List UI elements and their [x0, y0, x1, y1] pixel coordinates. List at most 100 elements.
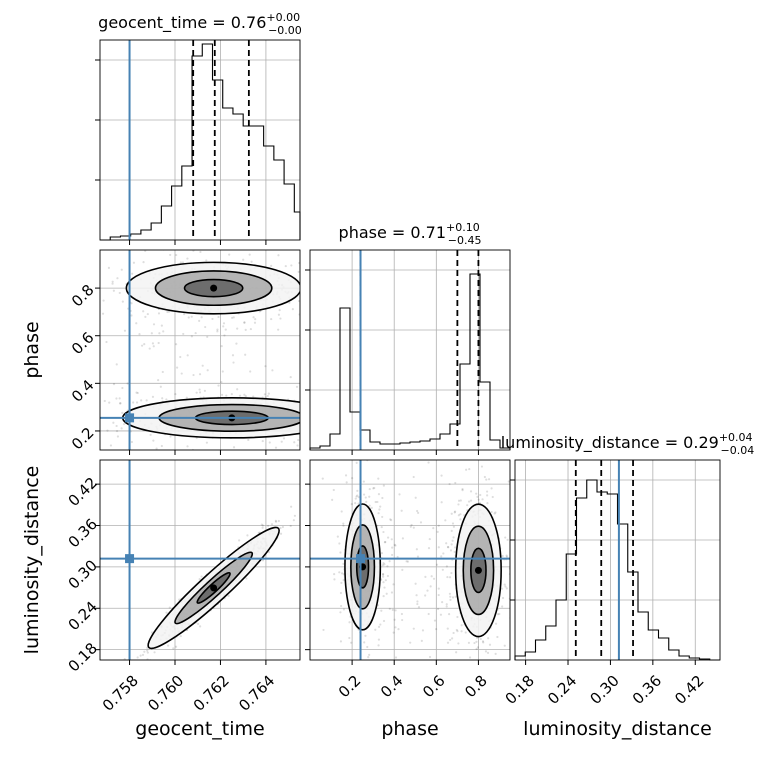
sample-point — [316, 400, 318, 402]
sample-point — [450, 543, 453, 546]
sample-point — [290, 264, 293, 267]
sample-point — [429, 585, 432, 588]
sample-point — [115, 429, 119, 433]
sample-point — [122, 422, 126, 426]
contour-peak — [474, 566, 482, 574]
sample-point — [97, 356, 99, 358]
sample-point — [376, 500, 379, 504]
sample-point — [393, 543, 396, 546]
sample-point — [318, 422, 320, 424]
sample-point — [296, 444, 299, 447]
sample-point — [140, 344, 144, 347]
sample-point — [220, 345, 223, 348]
sample-point — [121, 411, 124, 414]
sample-point — [501, 605, 504, 608]
sample-point — [246, 534, 249, 537]
sample-point — [333, 573, 336, 576]
sample-point — [232, 446, 236, 449]
sample-point — [390, 538, 393, 541]
sample-point — [386, 565, 389, 568]
x-tick-label: 0.24 — [544, 672, 580, 708]
y-tick-label: 0.2 — [68, 424, 98, 454]
sample-point — [271, 369, 274, 372]
sample-point — [135, 663, 137, 665]
sample-point — [158, 332, 161, 335]
sample-point — [69, 384, 71, 386]
x-tick-label: 0.758 — [99, 672, 142, 715]
sample-point — [249, 327, 252, 331]
sample-point — [445, 605, 448, 608]
sample-point — [150, 332, 153, 335]
sample-point — [203, 452, 205, 454]
sample-point — [190, 315, 193, 318]
contour-phase-vs-luminosity-distance-mode-1-contours — [344, 503, 382, 631]
sample-point — [115, 363, 118, 366]
sample-point — [505, 555, 509, 558]
sample-point — [394, 544, 397, 547]
contour-line — [183, 278, 244, 298]
sample-point — [447, 612, 451, 616]
sample-point — [145, 399, 148, 402]
sample-point — [343, 331, 345, 333]
sample-point — [260, 523, 263, 526]
sample-point — [454, 595, 457, 598]
x-tick-label: 0.4 — [377, 672, 407, 702]
sample-point — [277, 313, 281, 316]
sample-point — [377, 477, 380, 480]
sample-point — [340, 581, 343, 584]
sample-point — [449, 598, 452, 602]
sample-point — [192, 373, 195, 377]
sample-point — [504, 585, 507, 588]
sample-point — [517, 571, 519, 573]
sample-point — [388, 560, 391, 563]
sample-point — [201, 364, 204, 367]
sample-point — [261, 524, 265, 527]
sample-point — [118, 402, 122, 405]
sample-point — [368, 495, 371, 498]
sample-point — [78, 418, 80, 420]
contour-peak — [210, 584, 218, 592]
sample-point — [412, 526, 415, 529]
sample-point — [452, 525, 456, 528]
sample-point — [440, 501, 443, 504]
sample-point — [245, 577, 248, 580]
sample-point — [503, 644, 506, 647]
sample-point — [460, 624, 463, 627]
sample-point — [505, 554, 508, 557]
sample-point — [206, 335, 209, 339]
sample-point — [336, 535, 339, 538]
sample-point — [238, 394, 242, 397]
sample-point — [390, 519, 393, 522]
sample-point — [247, 246, 249, 248]
sample-point — [342, 524, 345, 527]
sample-point — [381, 564, 384, 567]
sample-point — [340, 572, 344, 575]
sample-point — [382, 595, 385, 598]
sample-point — [494, 511, 497, 514]
sample-point — [457, 499, 461, 502]
sample-point — [507, 480, 510, 483]
sample-point — [456, 630, 459, 633]
sample-point — [270, 264, 273, 267]
sample-point — [461, 702, 463, 704]
y-tick-label: 0.18 — [65, 639, 101, 675]
sample-point — [382, 484, 385, 487]
sample-point — [136, 656, 139, 659]
sample-point — [390, 553, 394, 557]
sample-point — [227, 594, 230, 597]
sample-point — [266, 394, 269, 398]
sample-point — [475, 640, 478, 643]
sample-point — [116, 277, 119, 280]
sample-point — [336, 396, 338, 398]
sample-point — [198, 578, 201, 581]
sample-point — [500, 587, 504, 590]
sample-point — [433, 619, 437, 622]
sample-point — [206, 369, 209, 372]
sample-point — [23, 403, 25, 405]
sample-point — [506, 538, 509, 541]
sample-point — [304, 273, 306, 275]
sample-point — [493, 512, 496, 515]
sample-point — [344, 474, 348, 477]
sample-point — [168, 606, 171, 609]
